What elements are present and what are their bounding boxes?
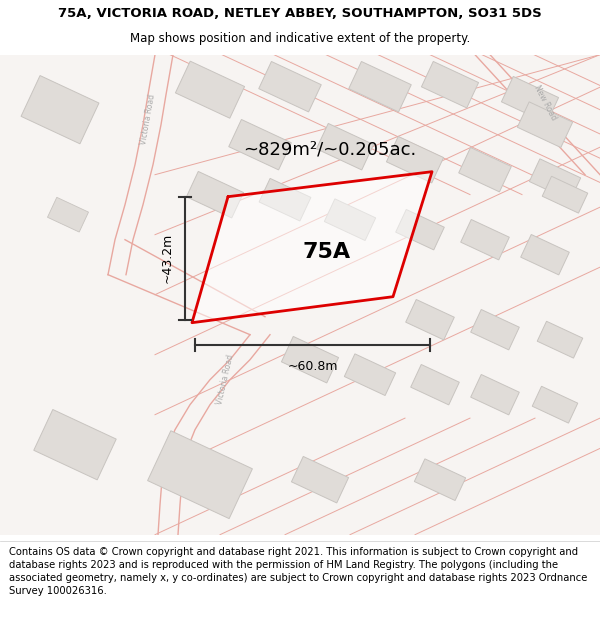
Polygon shape: [410, 364, 460, 405]
Text: Victoria Road: Victoria Road: [139, 94, 157, 146]
Text: ~60.8m: ~60.8m: [287, 360, 338, 373]
Text: 75A: 75A: [302, 242, 350, 262]
Polygon shape: [532, 386, 578, 423]
Polygon shape: [175, 61, 245, 118]
Polygon shape: [21, 76, 99, 144]
Polygon shape: [316, 123, 374, 170]
Polygon shape: [461, 219, 509, 260]
Polygon shape: [421, 61, 479, 108]
Polygon shape: [259, 61, 321, 112]
Text: Map shows position and indicative extent of the property.: Map shows position and indicative extent…: [130, 31, 470, 44]
Text: ~43.2m: ~43.2m: [161, 233, 173, 283]
Polygon shape: [187, 171, 244, 218]
Polygon shape: [349, 61, 411, 112]
Polygon shape: [259, 178, 311, 221]
Text: Contains OS data © Crown copyright and database right 2021. This information is : Contains OS data © Crown copyright and d…: [9, 546, 587, 596]
Text: Victoria Road: Victoria Road: [215, 354, 235, 406]
Polygon shape: [344, 354, 395, 396]
Text: New Road: New Road: [532, 84, 558, 122]
Polygon shape: [325, 199, 376, 241]
Polygon shape: [148, 431, 253, 519]
Polygon shape: [192, 172, 432, 322]
Polygon shape: [458, 148, 511, 192]
Polygon shape: [386, 136, 443, 183]
Polygon shape: [406, 299, 454, 340]
Text: 75A, VICTORIA ROAD, NETLEY ABBEY, SOUTHAMPTON, SO31 5DS: 75A, VICTORIA ROAD, NETLEY ABBEY, SOUTHA…: [58, 7, 542, 20]
Polygon shape: [47, 198, 89, 232]
Polygon shape: [281, 336, 338, 383]
Polygon shape: [292, 456, 349, 503]
Polygon shape: [470, 309, 520, 350]
Polygon shape: [502, 76, 559, 123]
Polygon shape: [542, 176, 588, 213]
Text: ~829m²/~0.205ac.: ~829m²/~0.205ac.: [244, 141, 416, 159]
Polygon shape: [529, 159, 581, 201]
Polygon shape: [229, 119, 291, 170]
Polygon shape: [34, 409, 116, 480]
Polygon shape: [521, 234, 569, 275]
Polygon shape: [517, 102, 572, 148]
Polygon shape: [537, 321, 583, 358]
Polygon shape: [415, 459, 466, 501]
Polygon shape: [470, 374, 520, 415]
Polygon shape: [395, 209, 445, 250]
